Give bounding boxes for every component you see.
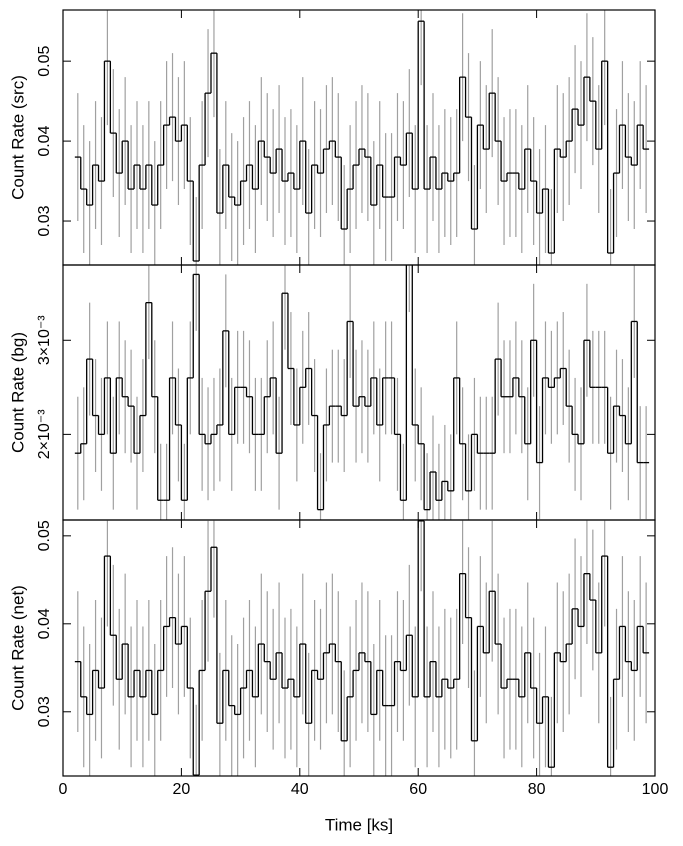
y-tick-label: 0.05 [36, 520, 53, 551]
y-tick-label: 2×10⁻³ [36, 409, 53, 459]
x-tick-label: 40 [291, 781, 309, 798]
y-axis-label: Count Rate (bg) [8, 332, 27, 453]
x-tick-label: 100 [642, 781, 669, 798]
y-axis-label: Count Rate (src) [8, 75, 27, 200]
x-axis-label: Time [ks] [325, 815, 393, 834]
y-tick-label: 0.04 [36, 125, 53, 156]
y-tick-label: 0.03 [36, 696, 53, 727]
panel-frame [62, 519, 656, 777]
y-tick-label: 0.04 [36, 608, 53, 639]
y-tick-label: 0.03 [36, 205, 53, 236]
panel-frame [62, 9, 656, 266]
x-tick-label: 60 [409, 781, 427, 798]
y-axis-label: Count Rate (net) [8, 585, 27, 711]
step-connector [80, 265, 638, 510]
step-connector [80, 21, 644, 262]
x-tick-label: 20 [173, 781, 191, 798]
x-tick-label: 80 [528, 781, 546, 798]
x-tick-label: 0 [59, 781, 68, 798]
y-tick-label: 3×10⁻³ [36, 315, 53, 365]
y-tick-label: 0.05 [36, 45, 53, 76]
step-connector [80, 520, 644, 776]
